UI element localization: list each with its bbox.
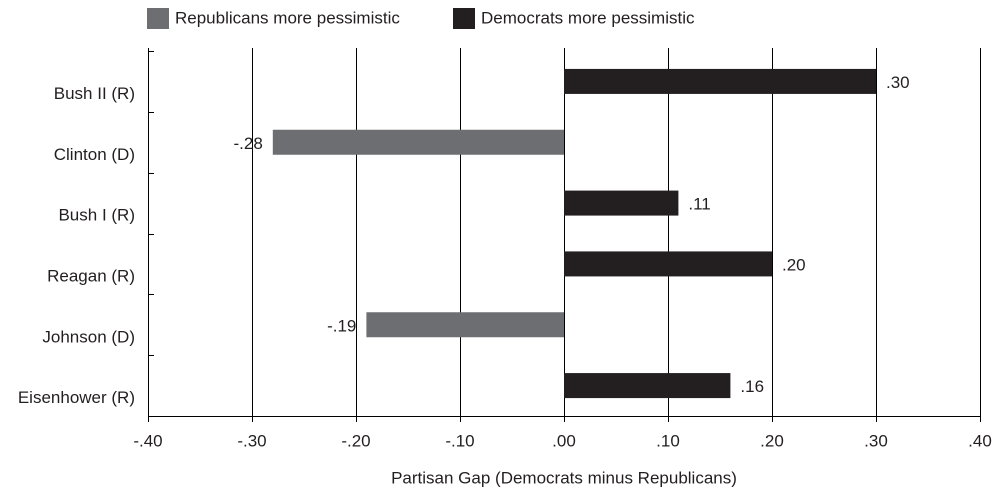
bars (272, 68, 876, 399)
x-tick-label: -.20 (341, 432, 370, 451)
legend-swatch-democrats-more-pessimistic (453, 8, 475, 29)
legend-label: Democrats more pessimistic (481, 9, 695, 28)
legend-entry-republicans-more-pessimistic: Republicans more pessimistic (147, 8, 400, 29)
category-label-bush-i-r: Bush I (R) (58, 206, 135, 225)
data-label-bush-i-r: .11 (688, 195, 710, 214)
legend: Republicans more pessimistic Democrats mo… (147, 8, 695, 29)
bar-reagan-r (564, 251, 772, 277)
category-label-clinton-d: Clinton (D) (54, 145, 135, 164)
bar-bush-i-r (564, 190, 679, 216)
x-tick-label: .30 (864, 432, 888, 451)
x-tick-label: -.10 (445, 432, 474, 451)
bar-eisenhower-r (564, 373, 731, 399)
data-label-clinton-d: -.28 (234, 134, 263, 153)
legend-swatch-republicans-more-pessimistic (147, 8, 169, 29)
data-label-johnson-d: -.19 (327, 316, 356, 335)
x-tick-label: .10 (656, 432, 680, 451)
x-tick-label: -.30 (237, 432, 266, 451)
x-tick-label: .20 (760, 432, 784, 451)
data-label-bush-ii-r: .30 (886, 73, 910, 92)
legend-label: Republicans more pessimistic (175, 9, 400, 28)
bar-johnson-d (366, 312, 564, 338)
bar-clinton-d (272, 129, 564, 155)
x-tick-label: .00 (552, 432, 576, 451)
legend-entry-democrats-more-pessimistic: Democrats more pessimistic (453, 8, 695, 29)
axes (148, 48, 981, 422)
data-label-reagan-r: .20 (782, 255, 806, 274)
x-axis-title: Partisan Gap (Democrats minus Republican… (391, 469, 737, 488)
x-tick-label: -.40 (133, 432, 162, 451)
gridlines (148, 48, 981, 417)
chart-labels: -.28 -.19 .30 .11 .20 .16 -.40 -.30 -.20 -.10 .00.… (18, 73, 992, 451)
category-label-eisenhower-r: Eisenhower (R) (18, 388, 135, 407)
category-label-johnson-d: Johnson (D) (42, 327, 135, 346)
data-label-eisenhower-r: .16 (740, 377, 764, 396)
x-tick-label: .40 (968, 432, 992, 451)
category-label-bush-ii-r: Bush II (R) (54, 84, 135, 103)
category-label-reagan-r: Reagan (R) (47, 266, 135, 285)
bar-bush-ii-r (564, 68, 876, 94)
